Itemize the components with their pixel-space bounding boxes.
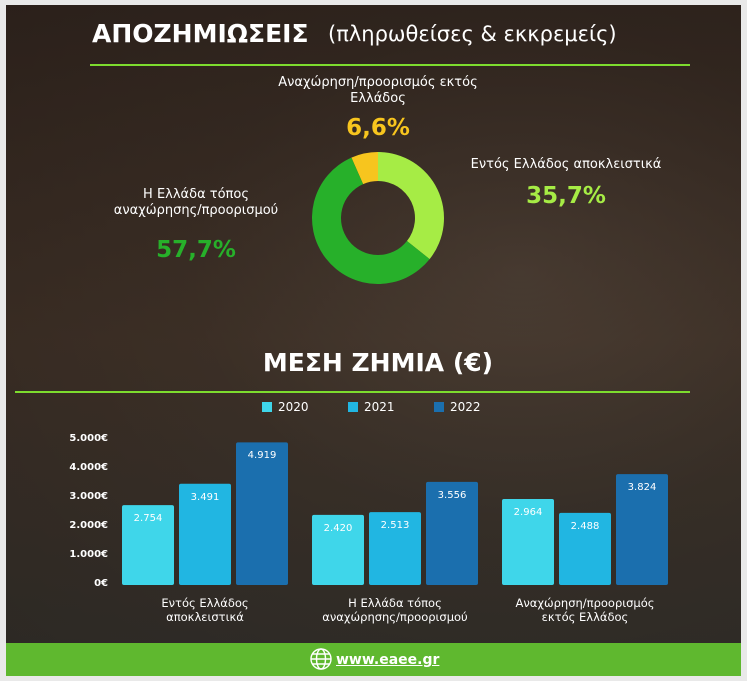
footer-url: www.eaee.gr (336, 652, 456, 669)
x-tick-label: Αναχώρηση/προορισμός εκτός Ελλάδος (480, 597, 690, 625)
legend-swatch (262, 402, 272, 412)
slice-value: 6,6% (278, 115, 478, 143)
slice-label: Αναχώρηση/προορισμός εκτός Ελλάδος (228, 75, 528, 106)
title: ΑΠΟΖΗΜΙΩΣΕΙΣ (92, 19, 309, 49)
y-tick-label: 1.000€ (26, 549, 108, 561)
y-tick-label: 4.000€ (26, 462, 108, 474)
bar-title: ΜΕΣΗ ΖΗΜΙΑ (€) (178, 348, 578, 378)
slice-value: 35,7% (486, 183, 646, 211)
bar-value-label: 4.919 (236, 450, 288, 462)
bar-value-label: 2.754 (122, 513, 174, 525)
slice-value: 57,7% (106, 237, 286, 265)
y-tick-label: 3.000€ (26, 491, 108, 503)
bar-value-label: 2.488 (559, 521, 611, 533)
slice-label: Η Ελλάδα τόπος αναχώρησης/προορισμού (86, 187, 306, 218)
infographic: ΑΠΟΖΗΜΙΩΣΕΙΣ (πληρωθείσες & εκκρεμείς) Μ… (6, 5, 741, 676)
bar-value-label: 2.420 (312, 523, 364, 535)
legend-swatch (348, 402, 358, 412)
x-tick-label: Η Ελλάδα τόπος αναχώρησης/προορισμού (290, 597, 500, 625)
y-tick-label: 2.000€ (26, 520, 108, 532)
legend-label: 2022 (450, 400, 481, 414)
slice-label: Εντός Ελλάδος αποκλειστικά (446, 157, 686, 173)
bar-value-label: 2.513 (369, 520, 421, 532)
donut-slice (378, 152, 444, 259)
subtitle: (πληρωθείσες & εκκρεμείς) (328, 22, 617, 47)
x-tick-label: Εντός Ελλάδος αποκλειστικά (100, 597, 310, 625)
bar-value-label: 2.964 (502, 507, 554, 519)
legend-label: 2021 (364, 400, 395, 414)
y-tick-label: 0€ (26, 578, 108, 590)
y-tick-label: 5.000€ (26, 433, 108, 445)
bar-value-label: 3.556 (426, 490, 478, 502)
bar-value-label: 3.491 (179, 492, 231, 504)
bar (236, 442, 288, 585)
bar-value-label: 3.824 (616, 482, 668, 494)
legend-swatch (434, 402, 444, 412)
legend-label: 2020 (278, 400, 309, 414)
